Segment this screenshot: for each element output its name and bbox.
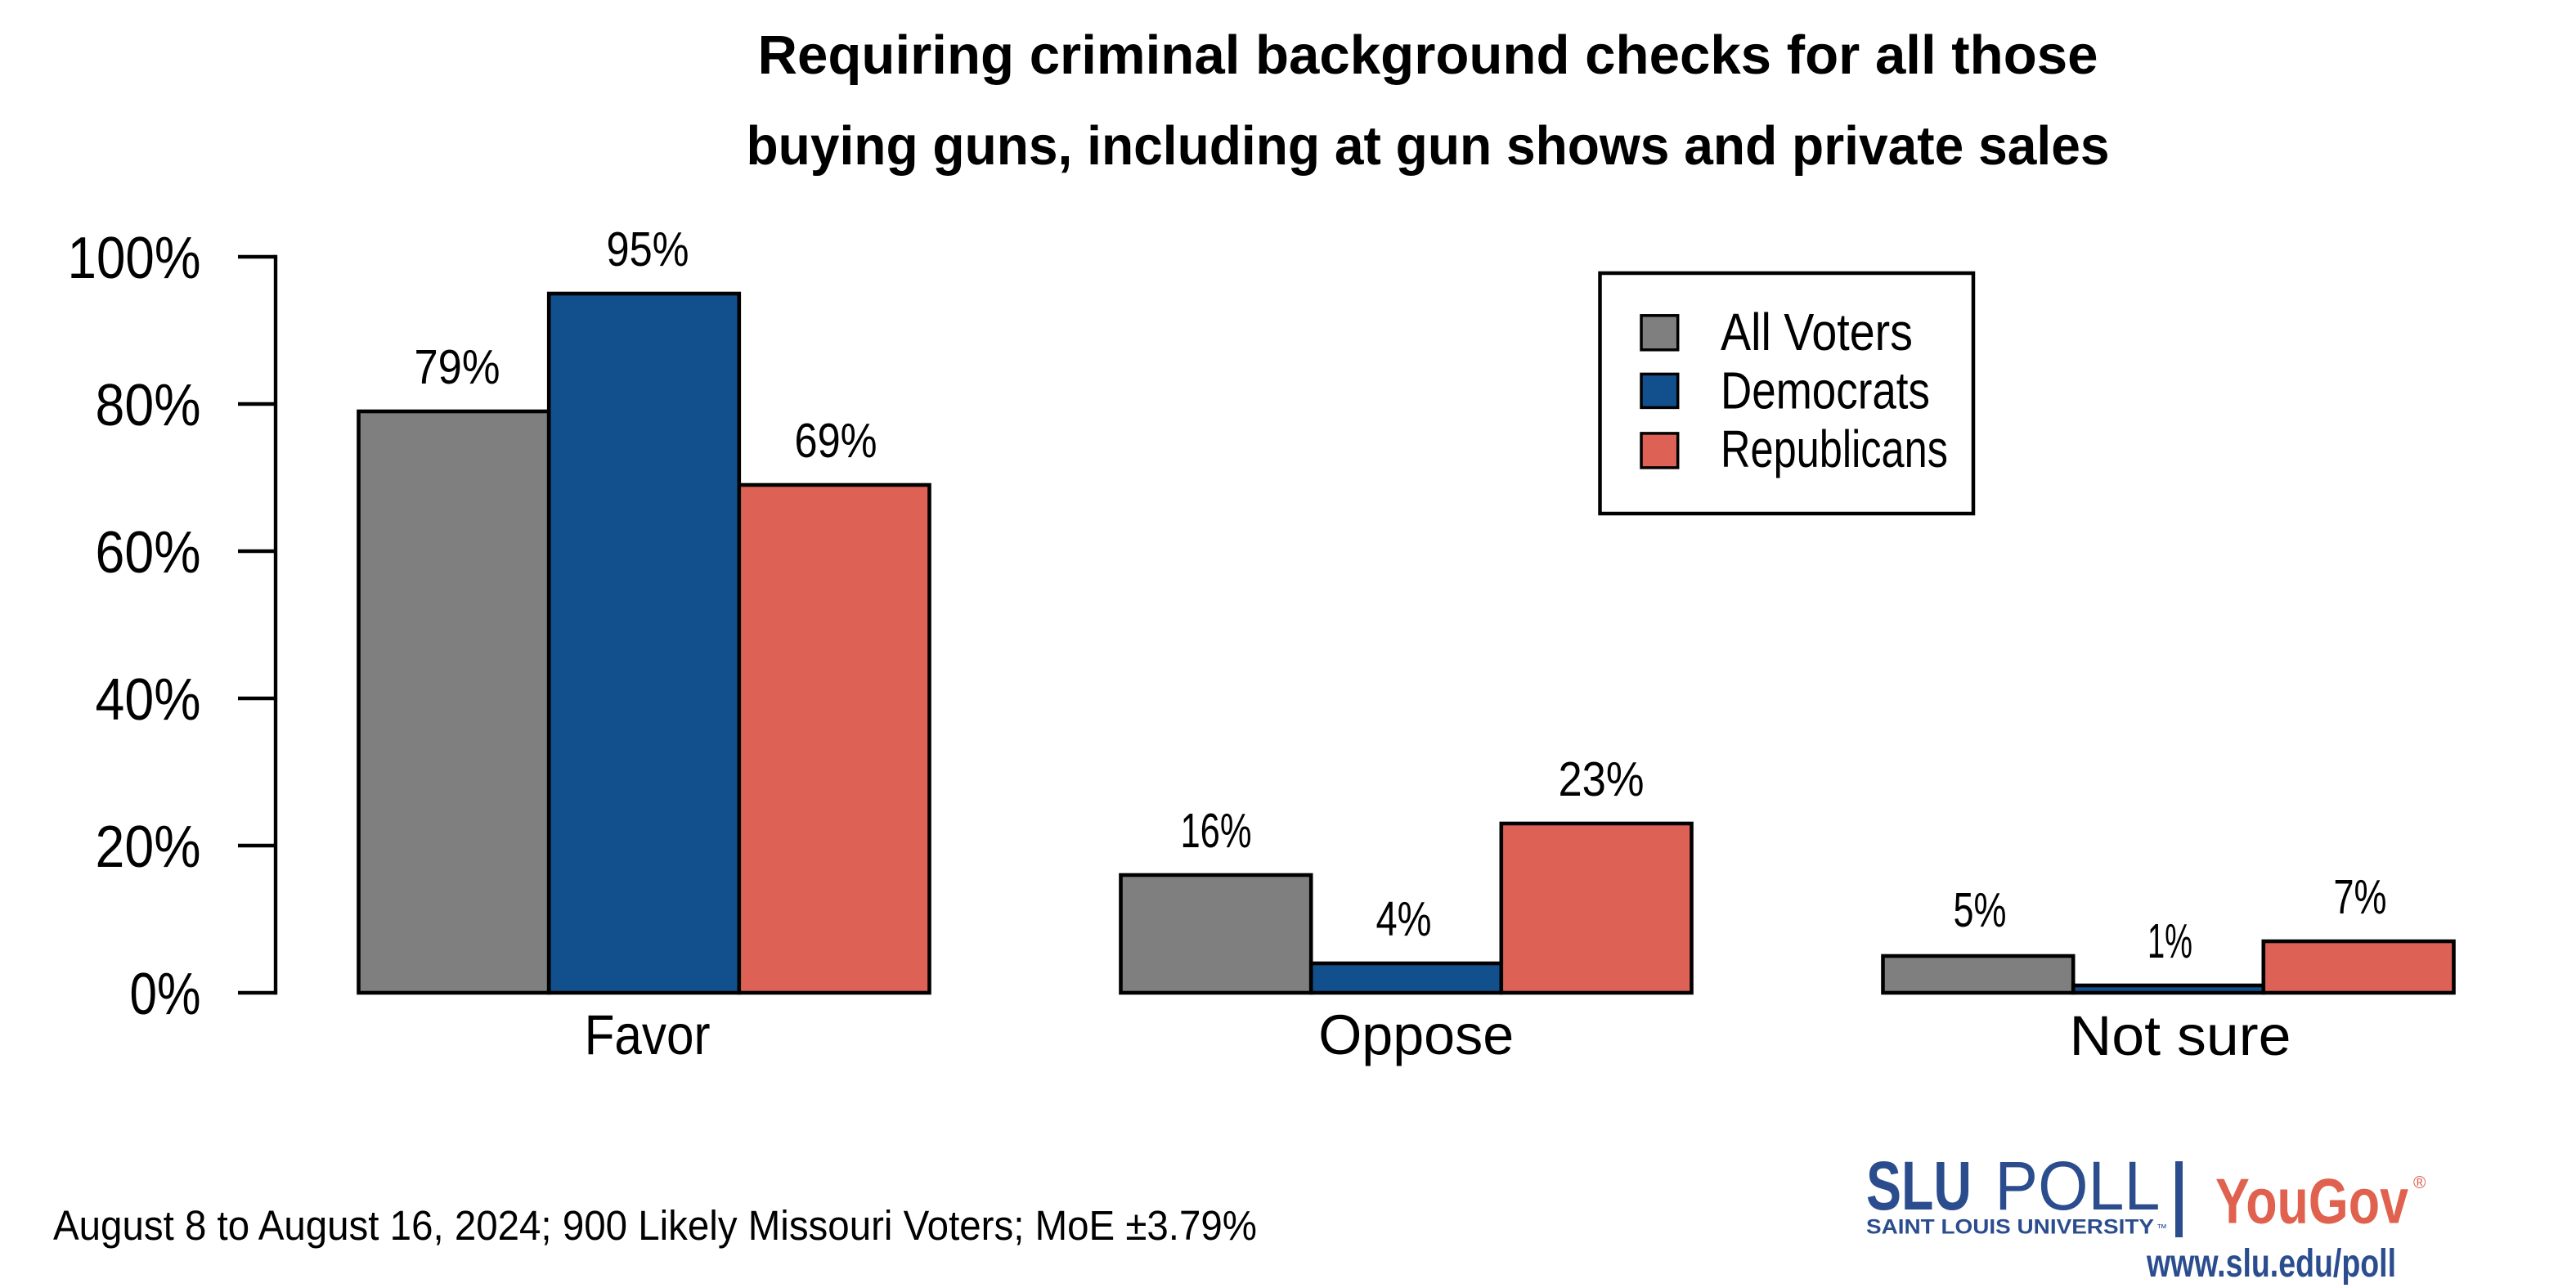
- svg-text:SLU: SLU: [1866, 1147, 1972, 1224]
- svg-text:August 8 to August 16, 2024; 9: August 8 to August 16, 2024; 900 Likely …: [53, 1202, 1257, 1249]
- svg-text:0%: 0%: [130, 962, 201, 1027]
- svg-text:79%: 79%: [415, 340, 500, 394]
- svg-text:4%: 4%: [1376, 892, 1432, 946]
- svg-text:5%: 5%: [1954, 883, 2007, 937]
- svg-text:™: ™: [2156, 1222, 2167, 1234]
- svg-text:POLL: POLL: [1995, 1147, 2160, 1224]
- svg-text:23%: 23%: [1559, 752, 1645, 806]
- svg-text:100%: 100%: [68, 226, 201, 291]
- svg-text:Republicans: Republicans: [1721, 420, 1948, 478]
- svg-text:80%: 80%: [96, 373, 201, 438]
- svg-text:buying guns, including at gun: buying guns, including at gun shows and …: [747, 115, 2110, 177]
- svg-text:60%: 60%: [96, 520, 201, 586]
- svg-text:20%: 20%: [96, 815, 201, 880]
- svg-text:Oppose: Oppose: [1318, 1003, 1514, 1066]
- svg-text:95%: 95%: [607, 222, 689, 276]
- svg-text:YouGov: YouGov: [2215, 1165, 2408, 1237]
- svg-text:®: ®: [2413, 1174, 2426, 1192]
- svg-text:SAINT LOUIS UNIVERSITY: SAINT LOUIS UNIVERSITY: [1866, 1216, 2154, 1239]
- svg-text:7%: 7%: [2334, 870, 2387, 924]
- svg-text:Not sure: Not sure: [2070, 1004, 2291, 1067]
- svg-text:www.slu.edu/poll: www.slu.edu/poll: [2146, 1242, 2396, 1286]
- svg-text:16%: 16%: [1181, 804, 1252, 858]
- svg-text:69%: 69%: [795, 414, 877, 468]
- svg-text:Requiring criminal background: Requiring criminal background checks for…: [758, 25, 2098, 86]
- svg-text:All Voters: All Voters: [1721, 303, 1913, 361]
- svg-text:Favor: Favor: [585, 1003, 711, 1066]
- svg-text:40%: 40%: [96, 667, 201, 733]
- svg-text:Democrats: Democrats: [1721, 361, 1930, 420]
- svg-text:1%: 1%: [2147, 914, 2192, 968]
